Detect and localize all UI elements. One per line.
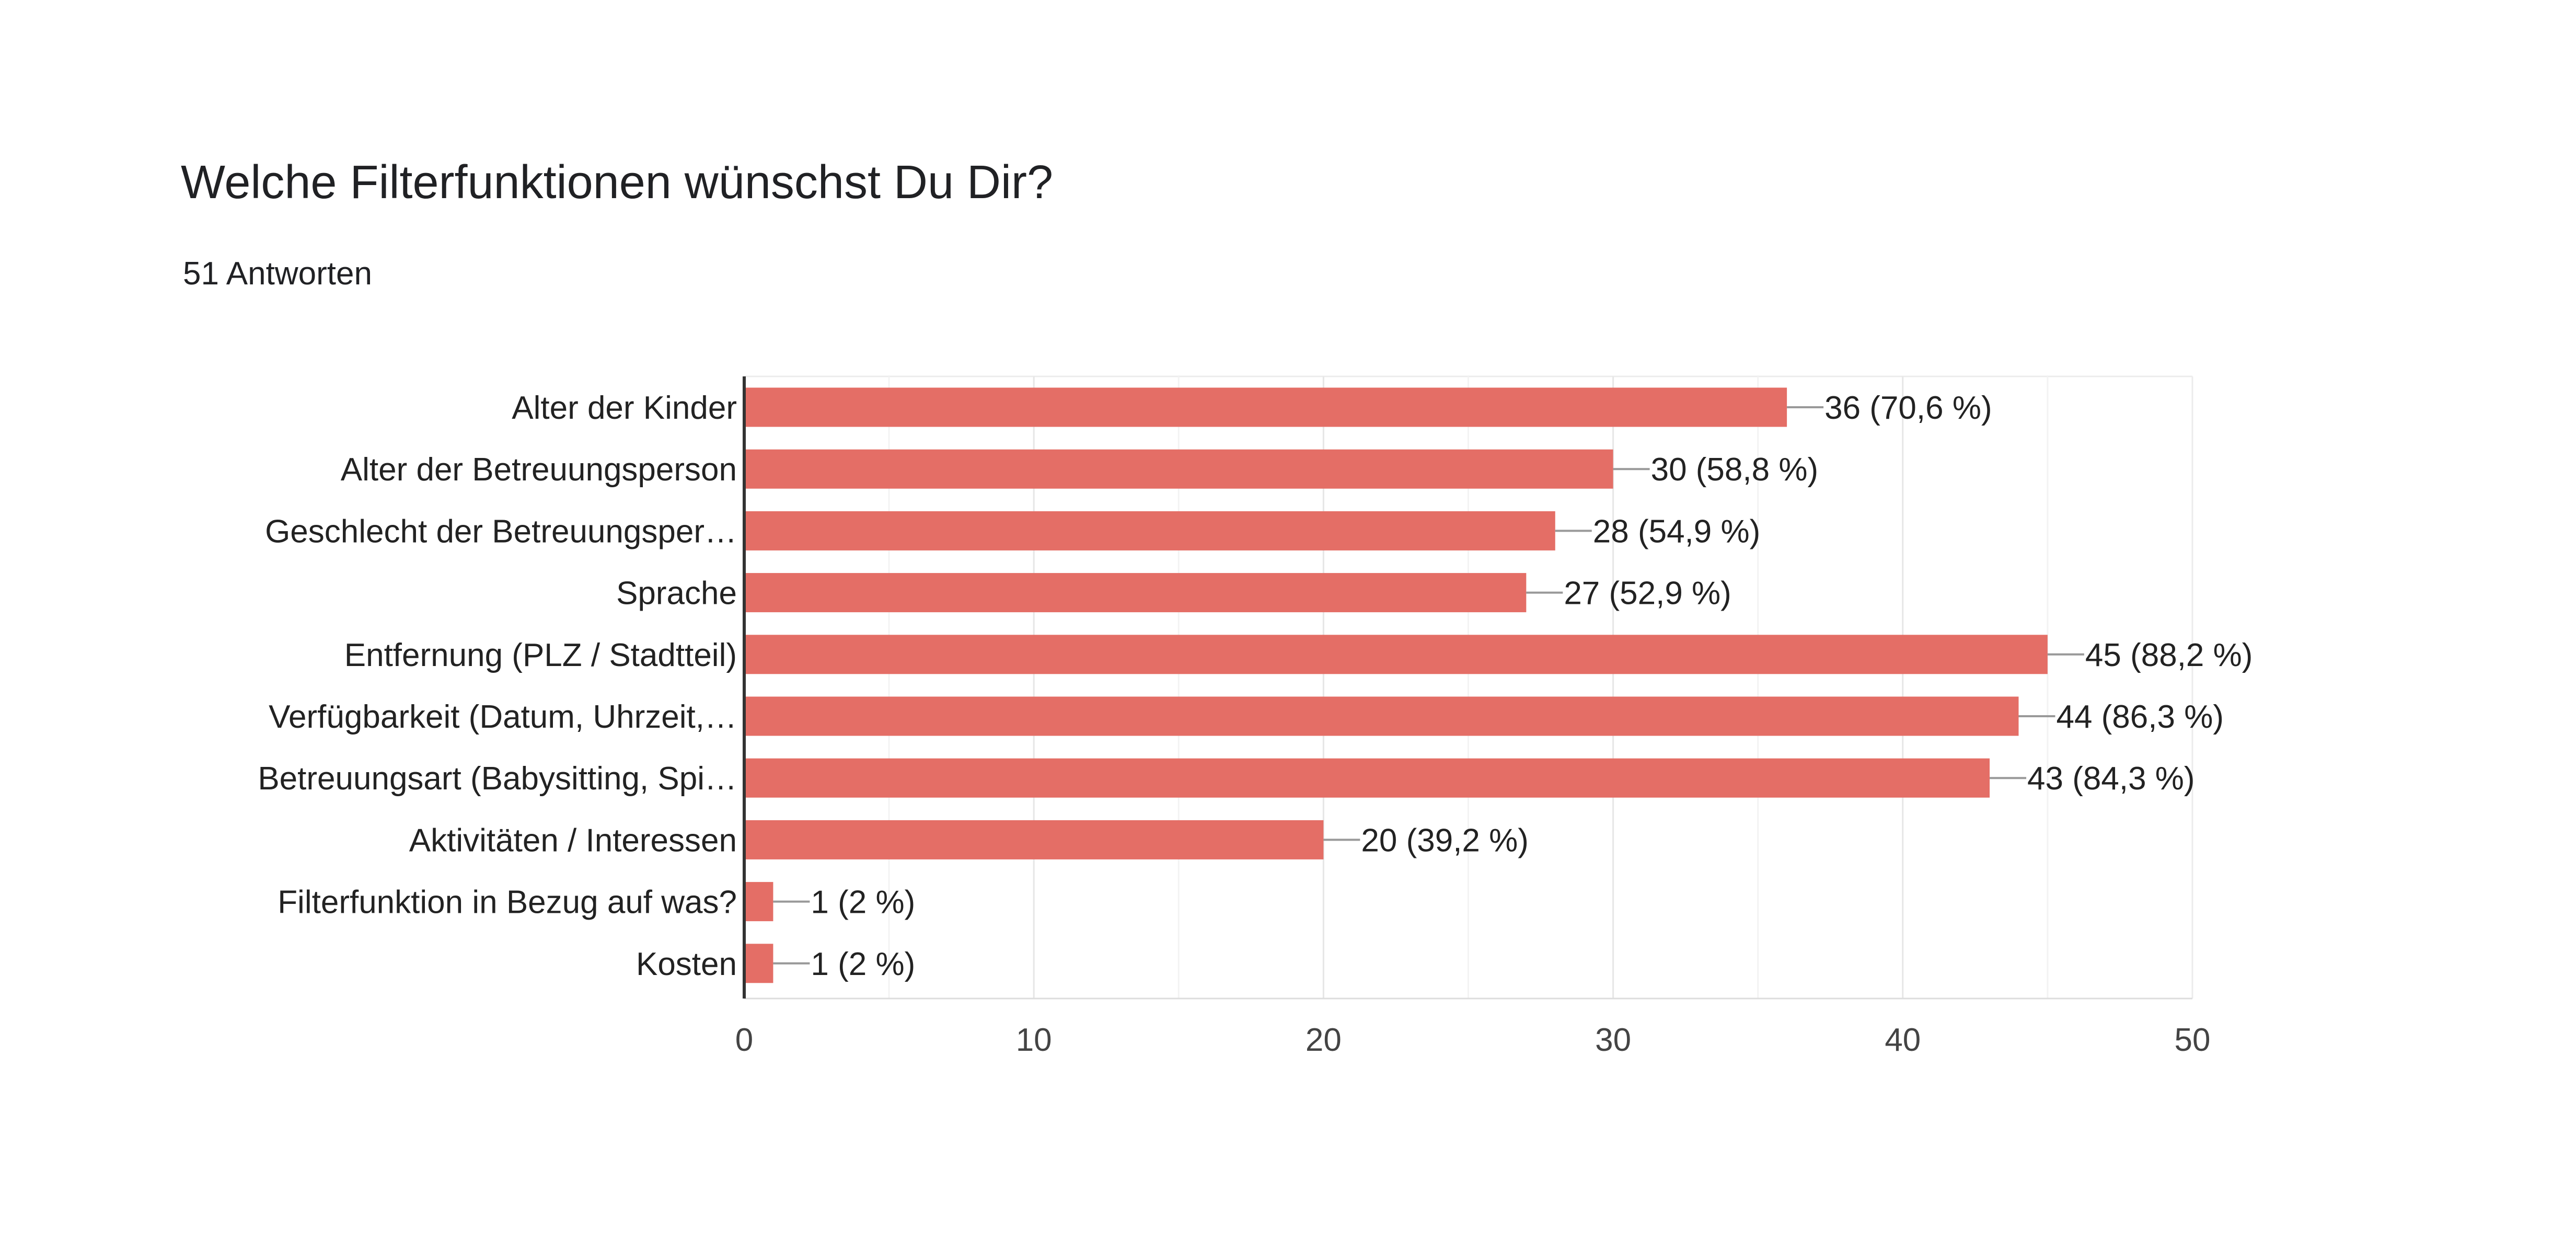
bar-layer xyxy=(744,387,2048,983)
data-label: 20 (39,2 %) xyxy=(1361,822,1529,858)
category-label: Geschlecht der Betreuungsper… xyxy=(265,513,737,549)
data-label: 30 (58,8 %) xyxy=(1651,452,1819,488)
label-layer: Alter der Kinder 36 (70,6 %) Alter der Bet… xyxy=(258,390,2252,982)
data-label: 28 (54,9 %) xyxy=(1593,513,1761,549)
category-label: Betreuungsart (Babysitting, Spi… xyxy=(258,761,737,797)
data-label: 27 (52,9 %) xyxy=(1564,576,1731,612)
bar xyxy=(744,387,1787,427)
category-label: Entfernung (PLZ / Stadtteil) xyxy=(344,637,737,673)
bar xyxy=(744,944,773,983)
bar xyxy=(744,820,1324,859)
x-tick-label: 50 xyxy=(2175,1022,2211,1058)
data-label: 43 (84,3 %) xyxy=(2027,761,2195,797)
category-label: Alter der Kinder xyxy=(512,390,737,426)
data-label: 1 (2 %) xyxy=(811,885,915,921)
data-label: 36 (70,6 %) xyxy=(1824,390,1992,426)
data-label: 1 (2 %) xyxy=(811,946,915,982)
x-tick-label: 40 xyxy=(1885,1022,1921,1058)
bar xyxy=(744,882,773,922)
chart-title: Welche Filterfunktionen wünschst Du Dir? xyxy=(181,156,1054,209)
x-tick-label: 20 xyxy=(1306,1022,1342,1058)
bar xyxy=(744,758,1990,798)
category-label: Verfügbarkeit (Datum, Uhrzeit,… xyxy=(269,699,737,735)
bar xyxy=(744,696,2019,736)
data-label: 44 (86,3 %) xyxy=(2056,699,2224,735)
data-label: 45 (88,2 %) xyxy=(2085,637,2253,673)
category-label: Sprache xyxy=(616,576,737,612)
category-label: Filterfunktion in Bezug auf was? xyxy=(278,885,737,921)
x-tick-label: 0 xyxy=(735,1022,753,1058)
bar xyxy=(744,449,1613,489)
response-count: 51 Antworten xyxy=(183,256,372,292)
x-tick-label: 10 xyxy=(1016,1022,1052,1058)
category-label: Alter der Betreuungsperson xyxy=(341,452,737,488)
axis-layer: 0 10 20 30 40 50 xyxy=(735,376,2211,1058)
bar xyxy=(744,635,2048,674)
category-label: Aktivitäten / Interessen xyxy=(409,822,737,858)
bar xyxy=(744,573,1527,613)
category-label: Kosten xyxy=(636,946,737,982)
x-tick-label: 30 xyxy=(1595,1022,1631,1058)
bar xyxy=(744,511,1555,550)
